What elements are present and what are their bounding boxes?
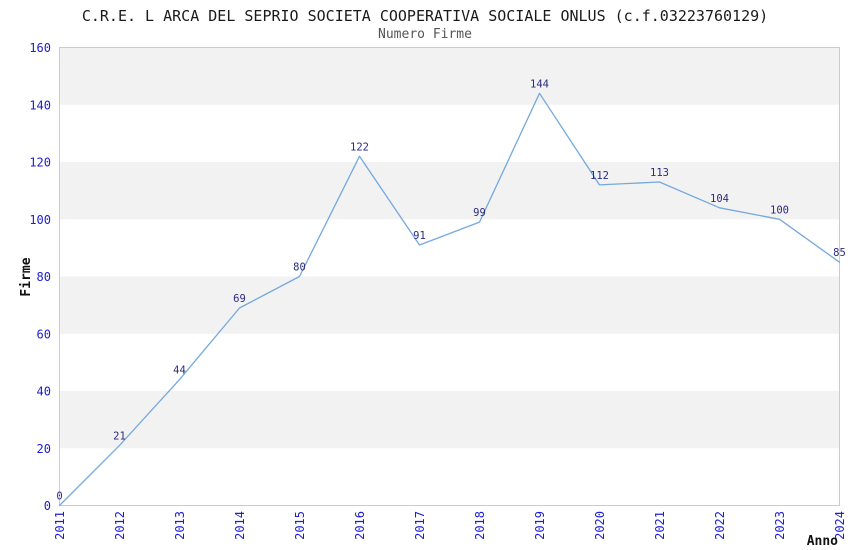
data-point-label: 113 [650, 167, 669, 179]
data-point-label: 112 [590, 170, 609, 182]
x-tick-label: 2024 [833, 511, 847, 540]
plot-border [59, 47, 840, 506]
data-point-label: 104 [710, 193, 729, 205]
chart-title: C.R.E. L ARCA DEL SEPRIO SOCIETA COOPERA… [81, 7, 769, 25]
x-tick-label: 2013 [173, 511, 187, 540]
x-tick-label: 2021 [653, 511, 667, 540]
grid-band [59, 391, 840, 449]
data-point-label: 85 [833, 247, 846, 259]
y-tick-label: 160 [29, 41, 51, 55]
x-tick-label: 2015 [293, 511, 307, 540]
y-tick-label: 100 [29, 213, 51, 227]
data-point-label: 0 [56, 491, 62, 503]
data-point-label: 21 [113, 430, 126, 442]
y-axis-title: Firme [19, 257, 34, 296]
x-tick-label: 2019 [533, 511, 547, 540]
data-point-label: 144 [530, 78, 549, 90]
data-point-label: 99 [473, 207, 486, 219]
grid-band [59, 162, 840, 220]
grid-band [59, 104, 840, 162]
x-tick-label: 2016 [353, 511, 367, 540]
grid-band [59, 448, 840, 506]
data-point-label: 91 [413, 230, 426, 242]
x-tick-label: 2017 [413, 511, 427, 540]
grid-band [59, 219, 840, 277]
grid-band [59, 333, 840, 391]
grid-band [59, 47, 840, 105]
data-point-label: 122 [350, 141, 369, 153]
x-tick-label: 2011 [53, 511, 67, 540]
data-point-label: 100 [770, 204, 789, 216]
chart-subtitle: Numero Firme [378, 27, 472, 42]
x-tick-label: 2022 [713, 511, 727, 540]
y-tick-label: 20 [37, 442, 51, 456]
x-axis-title: Anno [807, 534, 838, 549]
data-point-label: 80 [293, 262, 306, 274]
y-tick-label: 80 [37, 270, 51, 284]
y-tick-label: 0 [44, 499, 51, 513]
x-tick-label: 2012 [113, 511, 127, 540]
grid-band [59, 276, 840, 334]
y-tick-label: 60 [37, 327, 51, 341]
data-line [58, 92, 841, 507]
y-tick-label: 140 [29, 98, 51, 112]
x-tick-label: 2014 [233, 511, 247, 540]
y-tick-label: 40 [37, 385, 51, 399]
x-tick-label: 2023 [773, 511, 787, 540]
data-point-label: 69 [233, 293, 246, 305]
x-tick-label: 2020 [593, 511, 607, 540]
y-tick-label: 120 [29, 156, 51, 170]
x-tick-label: 2018 [473, 511, 487, 540]
data-point-label: 44 [173, 365, 186, 377]
